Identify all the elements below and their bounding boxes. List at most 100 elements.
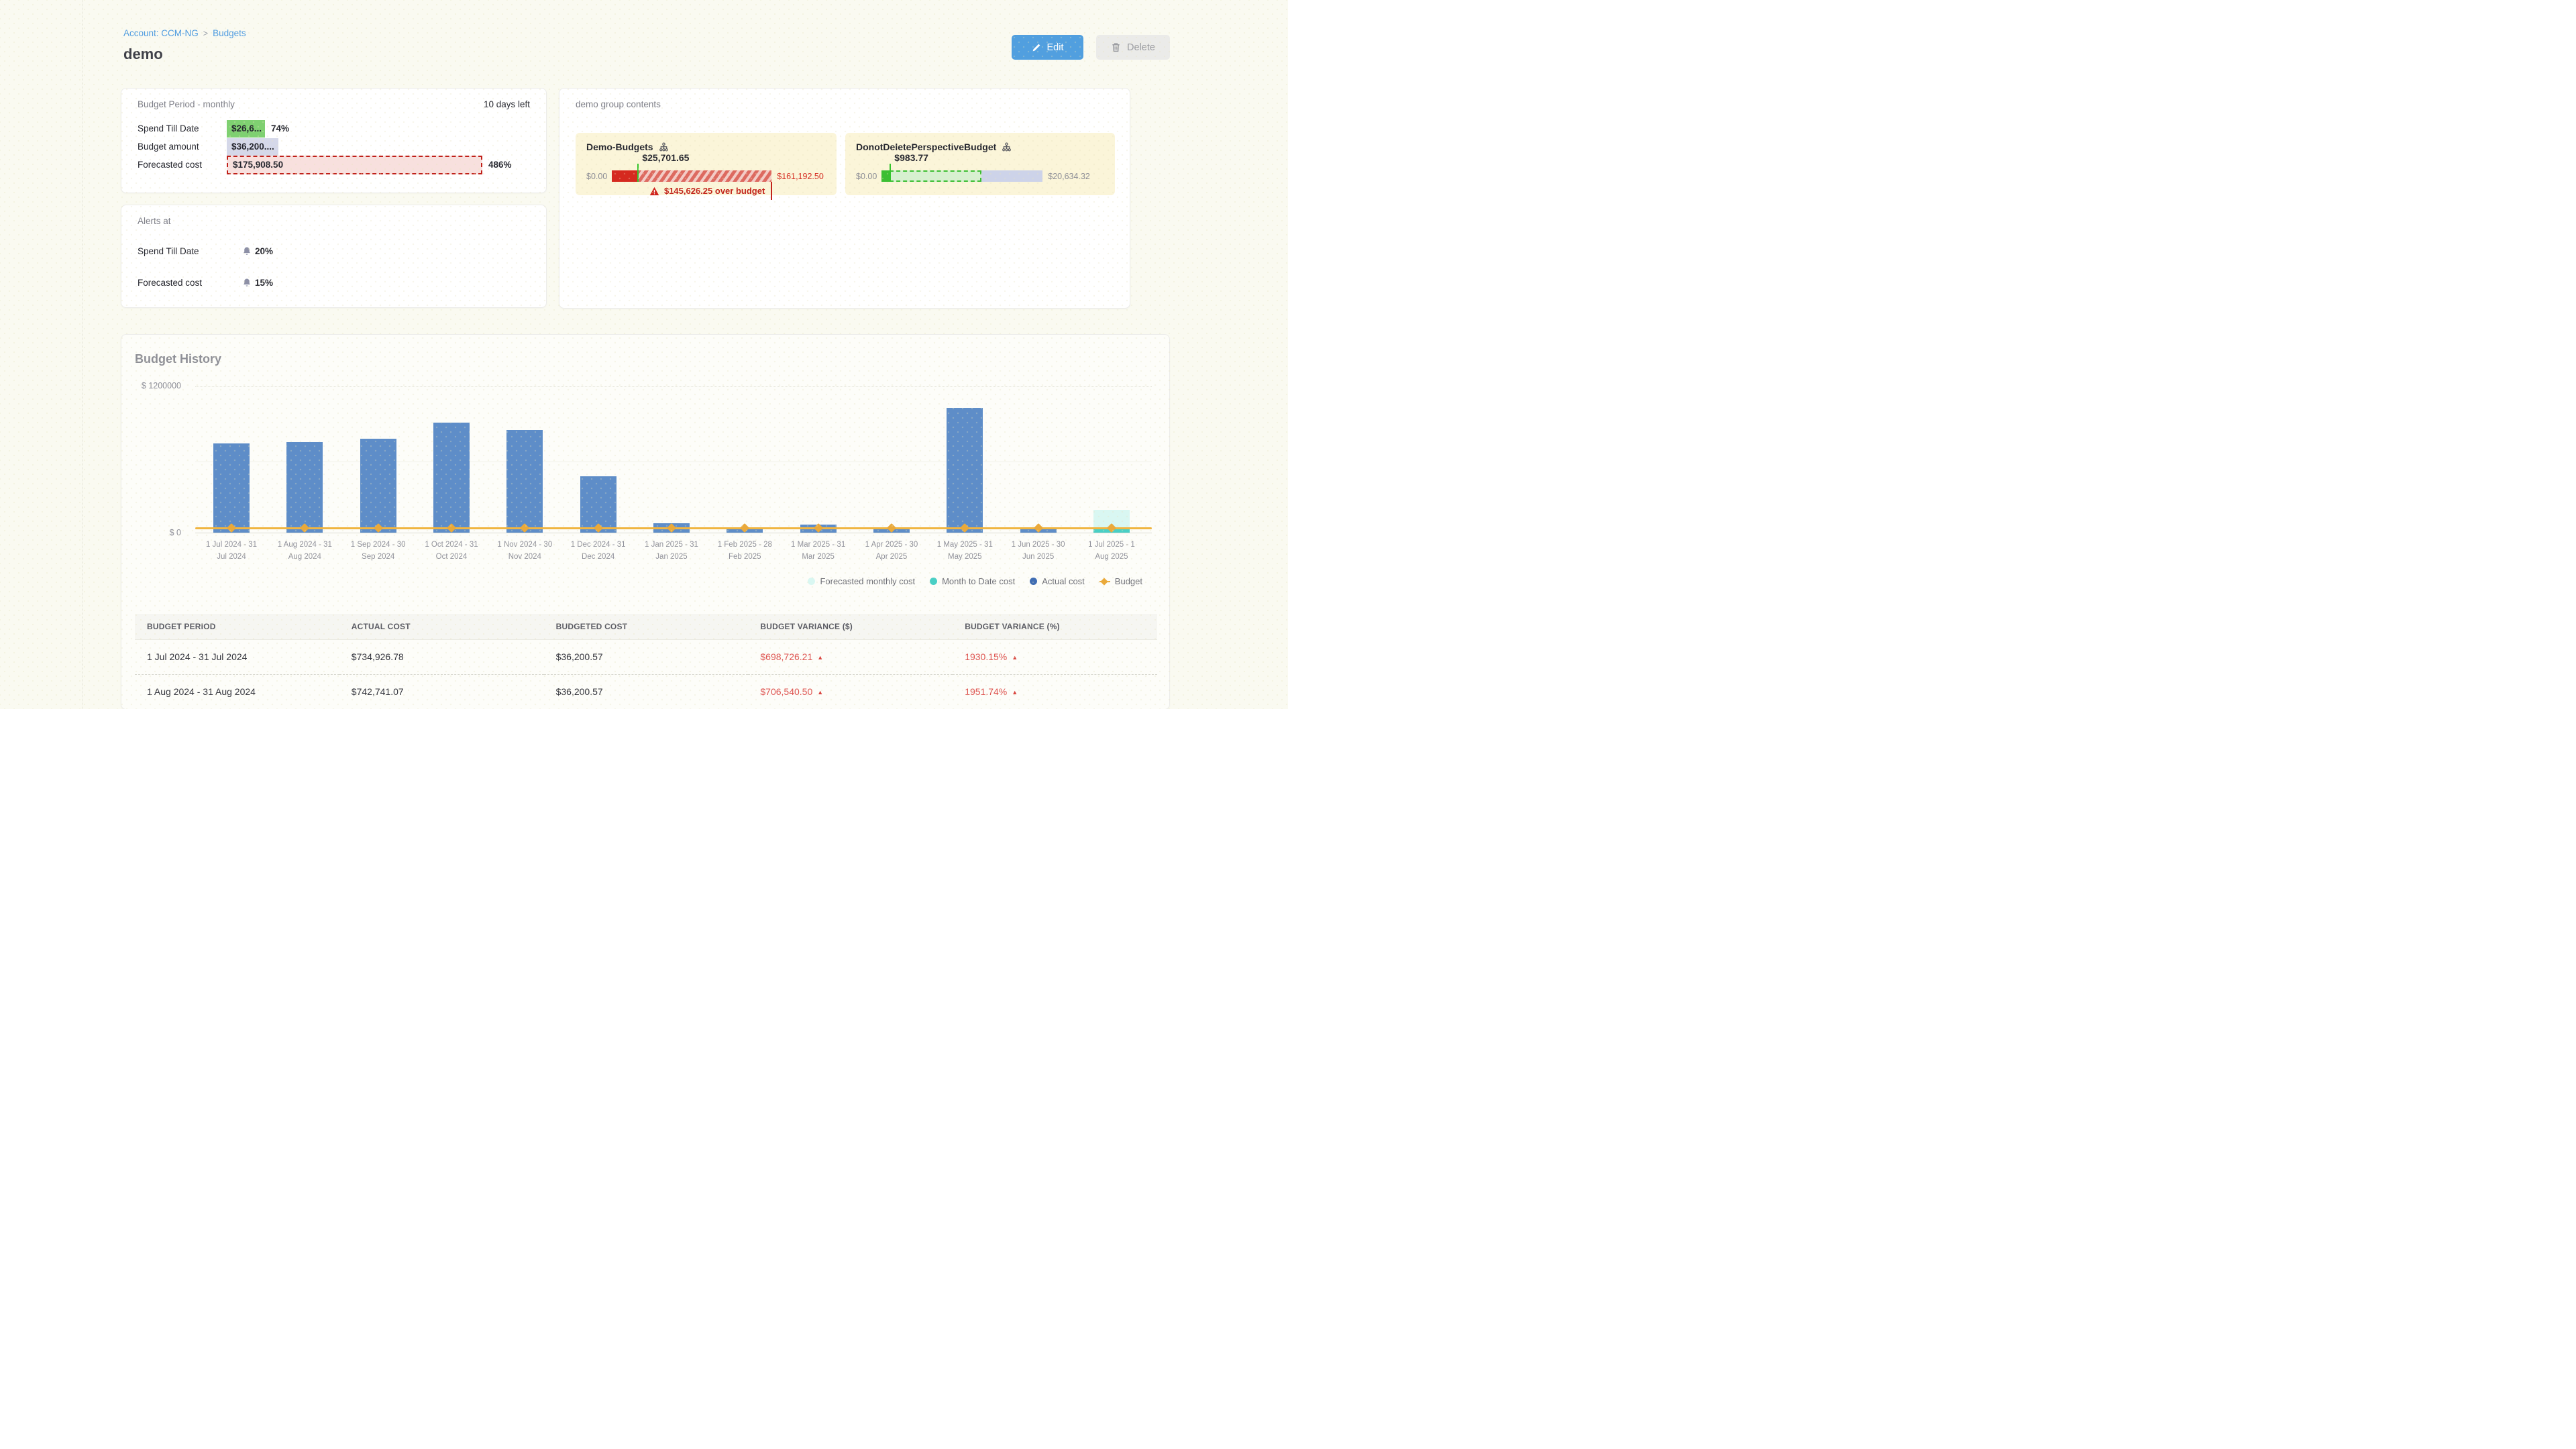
budget-progress-bar: $983.77 <box>881 152 1043 182</box>
cell-variance-usd: $698,726.21 ▲ <box>748 639 953 675</box>
legend-item-forecasted-monthly-cost[interactable]: Forecasted monthly cost <box>808 576 915 586</box>
actual-cost-bar <box>433 422 470 533</box>
diamond-marker-icon <box>1099 577 1110 586</box>
budget-amount-label: Budget amount <box>138 142 199 152</box>
remaining-segment <box>981 170 1043 182</box>
x-axis-label: 1 Oct 2024 - 31 Oct 2024 <box>425 541 478 561</box>
table-header-cell: BUDGET PERIOD <box>135 614 339 640</box>
forecast-overrun-segment <box>637 170 772 182</box>
alert-spend-label: Spend Till Date <box>138 246 199 256</box>
alert-spend-row: Spend Till Date 20% <box>138 244 530 258</box>
forecasted-cost-label: Forecasted cost <box>138 160 203 170</box>
x-axis-label: 1 Aug 2024 - 31 Aug 2024 <box>277 541 332 561</box>
actual-cost-bar <box>947 407 983 533</box>
budget-period-title: Budget Period - monthly <box>138 99 235 109</box>
collapsed-sidebar-divider <box>82 0 83 709</box>
actual-cost-bar <box>506 429 543 533</box>
spent-segment <box>881 170 890 182</box>
legend-item-budget[interactable]: Budget <box>1099 576 1142 586</box>
actual-spend-marker <box>637 164 639 182</box>
breadcrumb-account-link[interactable]: Account: CCM-NG <box>123 28 199 38</box>
actual-cost-bar <box>213 443 250 533</box>
table-header-cell: BUDGET VARIANCE (%) <box>953 614 1157 640</box>
group-budget-demo-budgets[interactable]: Demo-Budgets $0.00 $25,701.65 $145,626.2… <box>576 133 837 200</box>
breadcrumb-budgets-link[interactable]: Budgets <box>213 28 246 38</box>
forecasted-cost-row: Forecasted cost $175,908.50 486% <box>138 155 530 174</box>
legend-label: Month to Date cost <box>942 576 1016 586</box>
spend-till-date-row: Spend Till Date $26,6... 74% <box>138 119 530 138</box>
x-axis-label: 1 Dec 2024 - 31 Dec 2024 <box>570 541 626 561</box>
budget-amount-bar: $36,200.... <box>227 138 278 156</box>
bell-icon <box>244 278 250 286</box>
x-axis-label: 1 Feb 2025 - 28 Feb 2025 <box>717 541 772 561</box>
alert-forecast-row: Forecasted cost 15% <box>138 276 530 289</box>
table-header-cell: BUDGET VARIANCE ($) <box>748 614 953 640</box>
budget-history-card: Budget History $ 1200000 $ 0 1 Jul 2024 … <box>121 334 1170 709</box>
legend-item-actual-cost[interactable]: Actual cost <box>1030 576 1085 586</box>
spend-till-date-label: Spend Till Date <box>138 123 199 133</box>
legend-item-month-to-date-cost[interactable]: Month to Date cost <box>930 576 1015 586</box>
legend-label: Budget <box>1114 576 1142 586</box>
budget-progress-bar: $25,701.65 $145,626.25 over budget <box>612 152 773 200</box>
circle-marker-icon <box>1030 578 1038 585</box>
delete-button[interactable]: Delete <box>1096 35 1170 60</box>
budget-history-title: Budget History <box>135 352 222 366</box>
gridline-top <box>195 386 1152 387</box>
days-left-label: 10 days left <box>483 99 530 109</box>
spend-till-date-bar: $26,6... <box>227 119 265 138</box>
breadcrumb-separator-icon: > <box>203 29 209 38</box>
over-budget-alert: $145,626.25 over budget <box>649 186 765 196</box>
table-header-cell: ACTUAL COST <box>339 614 544 640</box>
edit-button-label: Edit <box>1046 42 1064 53</box>
hierarchy-icon <box>659 142 668 151</box>
bell-icon <box>244 246 250 255</box>
group-budget-name: Demo-Budgets <box>586 142 653 152</box>
budget-amount-row: Budget amount $36,200.... <box>138 138 530 156</box>
budget-range-end: $161,192.50 <box>777 171 824 181</box>
actual-spend-value: $25,701.65 <box>642 152 690 163</box>
budget-period-card: Budget Period - monthly 10 days left Spe… <box>121 88 547 193</box>
over-budget-marker-line <box>771 182 773 200</box>
x-axis-label: 1 Jan 2025 - 31 Jan 2025 <box>645 541 698 561</box>
x-axis-label: 1 Sep 2024 - 30 Sep 2024 <box>350 541 406 561</box>
breadcrumb: Account: CCM-NG > Budgets <box>123 28 246 38</box>
budget-range-end: $20,634.32 <box>1048 171 1090 181</box>
table-row: 1 Aug 2024 - 31 Aug 2024 $742,741.07 $36,2… <box>135 674 1157 709</box>
arrow-up-icon: ▲ <box>817 689 824 696</box>
x-axis-label: 1 Mar 2025 - 31 Mar 2025 <box>791 541 846 561</box>
table-header-cell: BUDGETED COST <box>543 614 749 640</box>
x-axis-label: 1 Nov 2024 - 30 Nov 2024 <box>497 541 553 561</box>
spend-till-date-percent: 74% <box>271 123 290 133</box>
actual-cost-bar <box>360 439 396 533</box>
alert-forecast-value: 15% <box>255 277 274 288</box>
arrow-up-icon: ▲ <box>1012 689 1018 696</box>
circle-marker-icon <box>930 578 938 585</box>
x-axis-label: 1 Apr 2025 - 30 Apr 2025 <box>865 541 918 561</box>
actual-cost-bar <box>580 476 616 533</box>
delete-button-label: Delete <box>1127 42 1155 53</box>
pencil-icon <box>1032 44 1040 51</box>
over-budget-text: $145,626.25 over budget <box>663 186 765 196</box>
actual-spend-value: $983.77 <box>894 152 928 163</box>
x-axis-label: 1 Jul 2024 - 31 Jul 2024 <box>205 541 258 561</box>
group-contents-title: demo group contents <box>576 99 661 109</box>
cell-budgeted-cost: $36,200.57 <box>543 674 749 709</box>
cell-actual-cost: $742,741.07 <box>339 674 544 709</box>
cell-variance-pct: 1951.74% ▲ <box>953 674 1157 709</box>
budget-range-start: $0.00 <box>856 171 877 181</box>
edit-button[interactable]: Edit <box>1012 35 1083 60</box>
alerts-card: Alerts at Spend Till Date 20% Forecasted… <box>121 205 547 308</box>
group-budget-name: DonotDeletePerspectiveBudget <box>856 142 997 152</box>
arrow-up-icon: ▲ <box>817 654 824 661</box>
x-axis-label: 1 Jun 2025 - 30 Jun 2025 <box>1011 541 1065 561</box>
legend-label: Forecasted monthly cost <box>820 576 916 586</box>
y-axis-max-label: $ 1200000 <box>141 381 181 390</box>
arrow-up-icon: ▲ <box>1012 654 1018 661</box>
alert-spend-value: 20% <box>255 246 274 256</box>
cell-budgeted-cost: $36,200.57 <box>543 639 749 675</box>
alert-forecast-label: Forecasted cost <box>138 277 203 288</box>
table-row: 1 Jul 2024 - 31 Jul 2024 $734,926.78 $36,2… <box>135 639 1157 675</box>
group-budget-donotdelete[interactable]: DonotDeletePerspectiveBudget $0.00 $983.… <box>845 133 1115 195</box>
trash-icon <box>1112 43 1120 52</box>
cell-variance-usd: $706,540.50 ▲ <box>748 674 953 709</box>
